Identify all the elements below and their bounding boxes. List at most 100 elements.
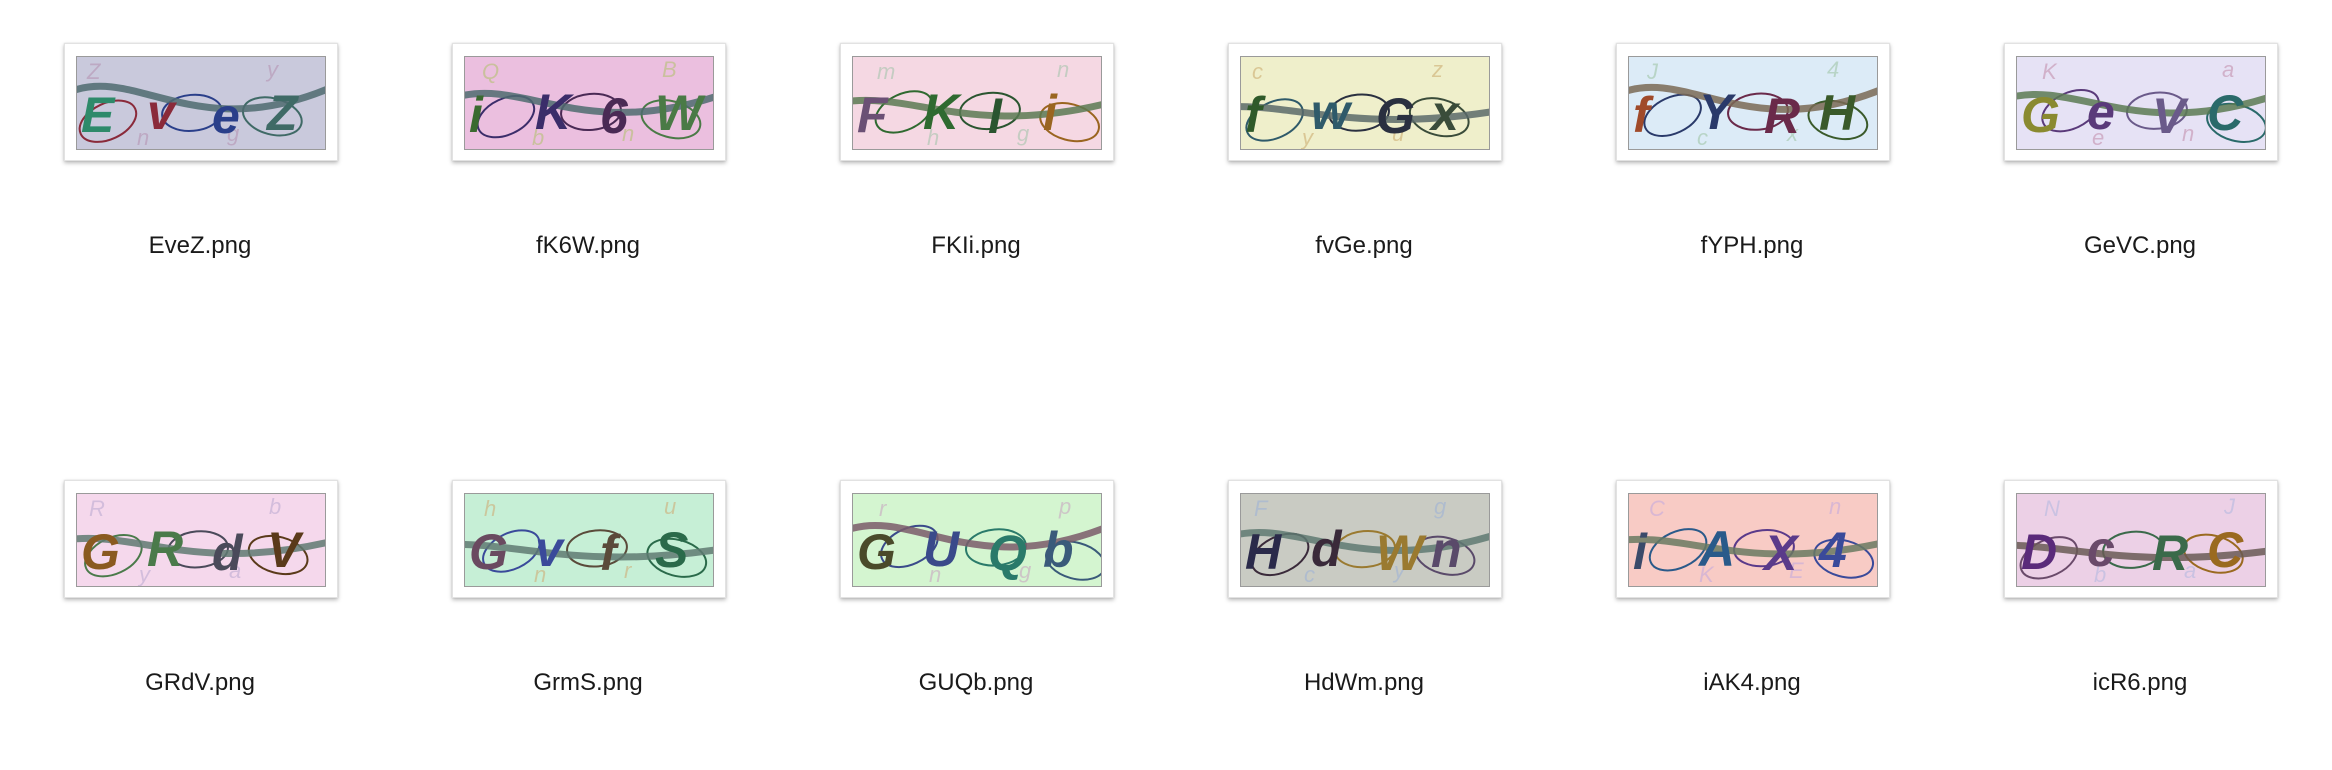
captcha-glyph: 6 (600, 88, 629, 144)
captcha-noise-loop (78, 99, 138, 143)
file-name-label[interactable]: iAK4.png (1703, 669, 1801, 696)
file-name-label[interactable]: EveZ.png (148, 232, 252, 259)
captcha-glyph: x (1428, 85, 1461, 141)
captcha-glyph: 4 (1818, 522, 1847, 578)
file-name-label[interactable]: icR6.png (2092, 669, 2188, 696)
captcha-image: h u r n G v f S (465, 494, 713, 586)
captcha-noise-loop (2126, 91, 2188, 130)
file-name-label[interactable]: HdWm.png (1303, 669, 1425, 696)
captcha-noise-glyph: u (664, 494, 676, 519)
captcha-noise-loop (2182, 533, 2244, 574)
captcha-glyph: Q (988, 525, 1027, 581)
captcha-noise-arc (1241, 103, 1489, 123)
file-name-label[interactable]: GRdV.png (145, 669, 255, 696)
captcha-glyph: W (1376, 525, 1427, 581)
file-name-label[interactable]: fYPH.png (1700, 232, 1804, 259)
captcha-noise-glyph: Z (86, 59, 102, 84)
captcha-glyph: G (2021, 87, 2060, 143)
captcha-noise-arc (77, 82, 325, 113)
captcha-noise-glyph: 4 (1827, 57, 1839, 82)
captcha-noise-glyph: K (2042, 59, 2058, 84)
captcha-noise-glyph: b (2094, 562, 2106, 586)
captcha-glyph: i (1633, 524, 1648, 580)
file-name-label[interactable]: GeVC.png (2083, 232, 2197, 259)
captcha-noise-loop (1045, 540, 1101, 581)
file-name-label[interactable]: GUQb.png (918, 669, 1034, 696)
captcha-glyph: F (857, 87, 889, 143)
captcha-noise-glyph: h (927, 125, 939, 149)
file-name-label[interactable]: fvGe.png (1315, 232, 1413, 259)
file-name-label[interactable]: FKIi.png (931, 232, 1021, 259)
captcha-glyph: e (2087, 84, 2115, 140)
captcha-glyph: G (81, 524, 120, 580)
captcha-glyph: H (1245, 524, 1282, 580)
captcha-glyph: R (147, 521, 183, 577)
file-name-label[interactable]: GrmS.png (533, 669, 643, 696)
captcha-glyph: S (655, 522, 688, 578)
file-name-label[interactable]: fK6W.png (535, 232, 641, 259)
captcha-noise-loop (1334, 529, 1396, 569)
captcha-noise-glyph: y (1392, 558, 1407, 583)
captcha-noise-glyph: m (877, 59, 895, 84)
captcha-glyph: R (2152, 525, 2188, 581)
captcha-glyph: U (923, 521, 961, 577)
captcha-glyph: G (469, 524, 508, 580)
captcha-glyph: H (1819, 85, 1856, 141)
captcha-noise-glyph: n (929, 562, 941, 586)
captcha-noise-arc (853, 522, 1101, 551)
captcha-glyph: v (147, 84, 178, 140)
captcha-noise-loop (247, 534, 309, 576)
captcha-noise-glyph: N (2044, 496, 2060, 521)
captcha-noise-glyph: J (2223, 494, 2236, 519)
captcha-noise-loop (1408, 97, 1470, 138)
captcha-noise-loop (2019, 536, 2079, 580)
captcha-noise-loop (1245, 98, 1304, 142)
captcha-noise-glyph: n (2182, 121, 2194, 146)
captcha-noise-loop (566, 529, 628, 568)
captcha-glyph: C (2207, 85, 2244, 141)
captcha-glyph: V (267, 522, 304, 578)
captcha-glyph: Y (1699, 84, 1737, 140)
captcha-noise-glyph: e (2092, 125, 2104, 149)
captcha-noise-glyph: y (137, 562, 152, 586)
captcha-noise-glyph: y (1300, 125, 1315, 149)
captcha-noise-glyph: g (1434, 494, 1447, 519)
captcha-glyph: K (923, 84, 963, 140)
captcha-image: J 4 x c f Y R H (1629, 57, 1877, 149)
captcha-noise-arc (1629, 83, 1877, 113)
captcha-glyph: f (600, 525, 621, 581)
captcha-noise-glyph: h (484, 496, 496, 521)
captcha-noise-glyph: J (1646, 59, 1659, 84)
captcha-noise-glyph: n (137, 125, 149, 149)
